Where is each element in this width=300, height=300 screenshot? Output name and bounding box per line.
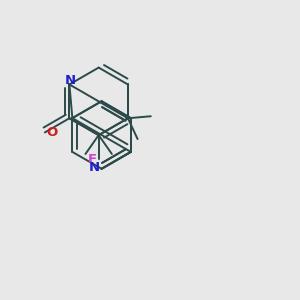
Text: N: N	[88, 161, 100, 174]
Text: O: O	[46, 126, 57, 139]
Text: N: N	[65, 74, 76, 87]
Text: F: F	[87, 153, 97, 166]
